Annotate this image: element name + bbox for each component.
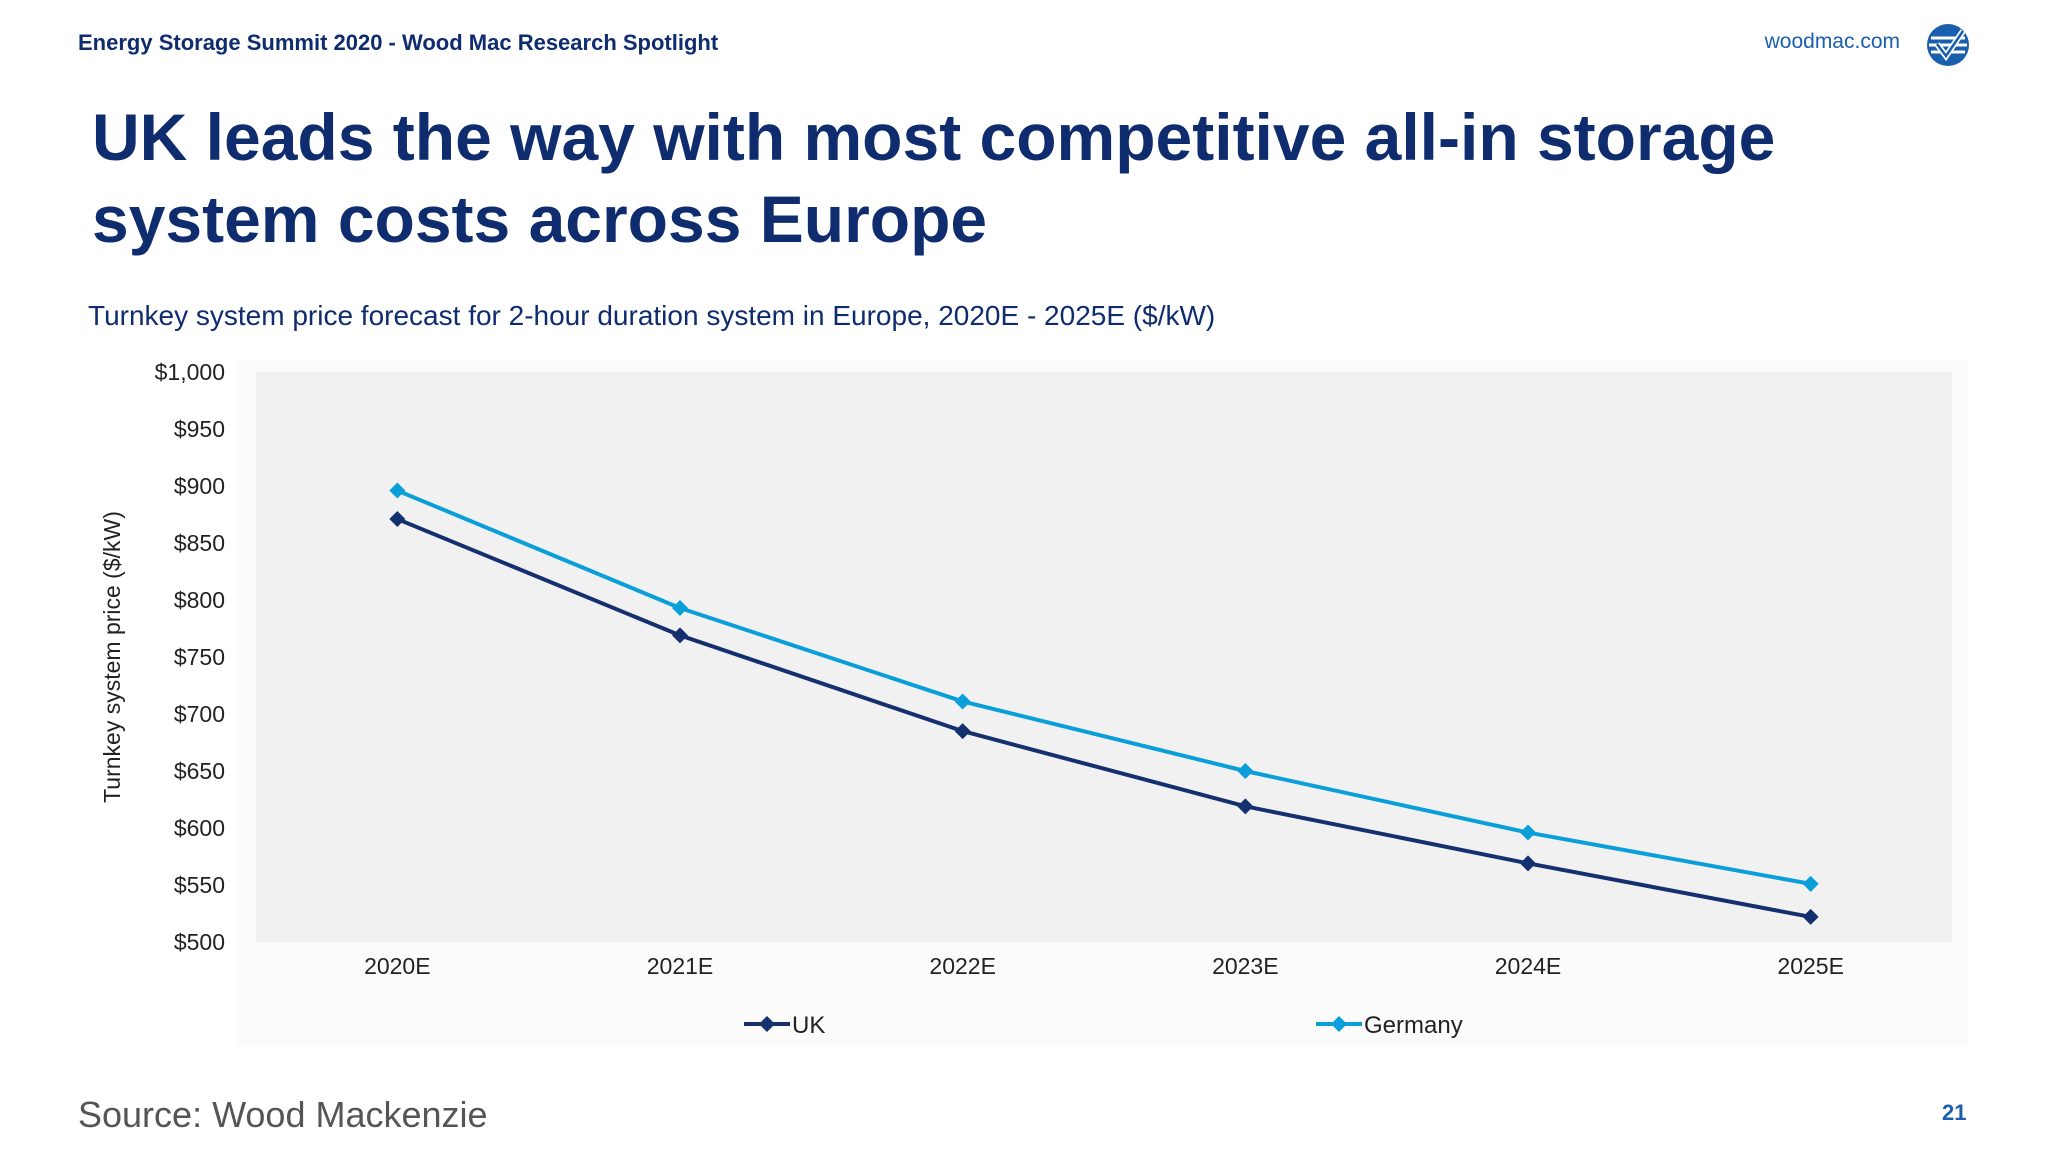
brand-url[interactable]: woodmac.com — [1764, 30, 1900, 53]
y-tick-label: $750 — [174, 644, 225, 670]
y-tick-label: $550 — [174, 872, 225, 898]
y-tick-label: $600 — [174, 815, 225, 841]
x-tick-label: 2022E — [929, 953, 996, 979]
chart-series — [389, 482, 1819, 925]
germany-data-point — [389, 482, 406, 499]
uk-data-point — [1237, 798, 1254, 815]
germany-data-point — [954, 693, 971, 710]
uk-data-point — [389, 511, 406, 528]
uk-legend-marker — [759, 1016, 775, 1032]
page-number: 21 — [1942, 1100, 1967, 1125]
x-tick-label: 2023E — [1212, 953, 1279, 979]
y-tick-label: $1,000 — [155, 359, 225, 385]
germany-data-point — [672, 599, 688, 616]
y-axis-ticks: $500 $550 $600 $650 $700 $750 $800 $850 $900 $950… — [155, 359, 225, 955]
y-axis-title: Turnkey system price ($/kW) — [99, 511, 125, 803]
uk-data-point — [1520, 855, 1536, 872]
page-title: UK leads the way with most competitive a… — [92, 100, 1776, 256]
germany-series-line — [396, 488, 1812, 886]
y-tick-label: $850 — [174, 530, 225, 556]
chart-legend: UK Germany — [744, 1012, 1463, 1039]
x-tick-label: 2021E — [647, 953, 714, 979]
source-note: Source: Wood Mackenzie — [78, 1094, 488, 1135]
uk-series-line — [396, 517, 1812, 919]
germany-data-point — [1802, 875, 1819, 892]
y-tick-label: $500 — [174, 929, 225, 955]
x-tick-label: 2020E — [364, 953, 431, 979]
chart-title: Turnkey system price forecast for 2-hour… — [88, 300, 1216, 331]
uk-data-point — [672, 627, 688, 644]
germany-data-point — [1520, 824, 1536, 841]
x-tick-label: 2025E — [1777, 953, 1844, 979]
x-axis-ticks: 2020E 2021E 2022E 2023E 2024E 2025E — [364, 953, 1844, 979]
y-tick-label: $650 — [174, 758, 225, 784]
y-tick-label: $950 — [174, 416, 225, 442]
y-tick-label: $700 — [174, 701, 225, 727]
x-tick-label: 2024E — [1495, 953, 1562, 979]
uk-data-point — [1802, 908, 1819, 925]
event-title: Energy Storage Summit 2020 - Wood Mac Re… — [78, 30, 719, 55]
uk-data-point — [954, 723, 971, 740]
uk-legend-label: UK — [792, 1012, 825, 1039]
plot-area — [256, 372, 1952, 942]
germany-legend-marker — [1331, 1016, 1347, 1032]
y-tick-label: $800 — [174, 587, 225, 613]
woodmac-logo-icon — [1927, 24, 1969, 66]
y-tick-label: $900 — [174, 473, 225, 499]
germany-data-point — [1237, 763, 1254, 779]
germany-legend-label: Germany — [1364, 1012, 1463, 1039]
